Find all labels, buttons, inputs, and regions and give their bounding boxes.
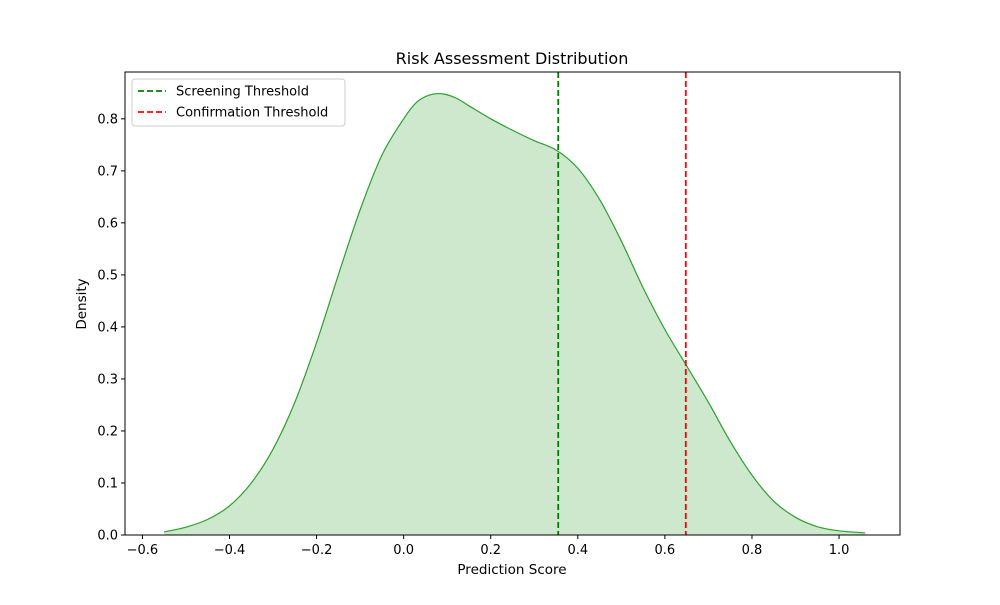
legend-box bbox=[131, 78, 346, 127]
x-tick-label: 0.4 bbox=[567, 543, 588, 558]
legend-label-1: Confirmation Threshold bbox=[176, 106, 328, 121]
x-tick-label: 0.2 bbox=[480, 543, 501, 558]
x-axis-label: Prediction Score bbox=[457, 562, 566, 578]
axes-layer: −0.6 −0.4 −0.2 0.0 0.2 0.4 0.6 0.8 1.0 0.0 0.1 0.2 0… bbox=[97, 71, 901, 558]
y-tick-label: 0.4 bbox=[97, 320, 118, 335]
density-fill-layer bbox=[164, 92, 866, 535]
density-area-0 bbox=[164, 93, 866, 535]
y-axis-label: Density bbox=[74, 278, 90, 329]
x-tick-label: −0.2 bbox=[301, 543, 333, 558]
y-tick-label: 0.8 bbox=[97, 112, 118, 127]
plot-frame bbox=[124, 71, 901, 536]
y-tick-label: 0.2 bbox=[97, 424, 118, 439]
x-tick-label: 1.0 bbox=[829, 543, 850, 558]
y-tick-label: 0.5 bbox=[97, 268, 118, 283]
legend: Screening Threshold Confirmation Threshol… bbox=[131, 78, 346, 127]
y-tick-label: 0.1 bbox=[97, 476, 118, 491]
y-tick-label: 0.6 bbox=[97, 216, 118, 231]
threshold-lines-layer bbox=[557, 72, 687, 535]
x-tick-label: 0.0 bbox=[393, 543, 414, 558]
density-line-0 bbox=[164, 92, 866, 534]
legend-label-0: Screening Threshold bbox=[176, 85, 309, 100]
x-tick-label: −0.4 bbox=[214, 543, 246, 558]
chart-title: Risk Assessment Distribution bbox=[396, 49, 629, 68]
y-tick-label: 0.7 bbox=[97, 164, 118, 179]
y-tick-label: 0.3 bbox=[97, 372, 118, 387]
x-tick-label: 0.8 bbox=[742, 543, 763, 558]
x-tick-label: 0.6 bbox=[655, 543, 676, 558]
y-tick-label: 0.0 bbox=[97, 529, 118, 544]
x-tick-label: −0.6 bbox=[127, 543, 159, 558]
